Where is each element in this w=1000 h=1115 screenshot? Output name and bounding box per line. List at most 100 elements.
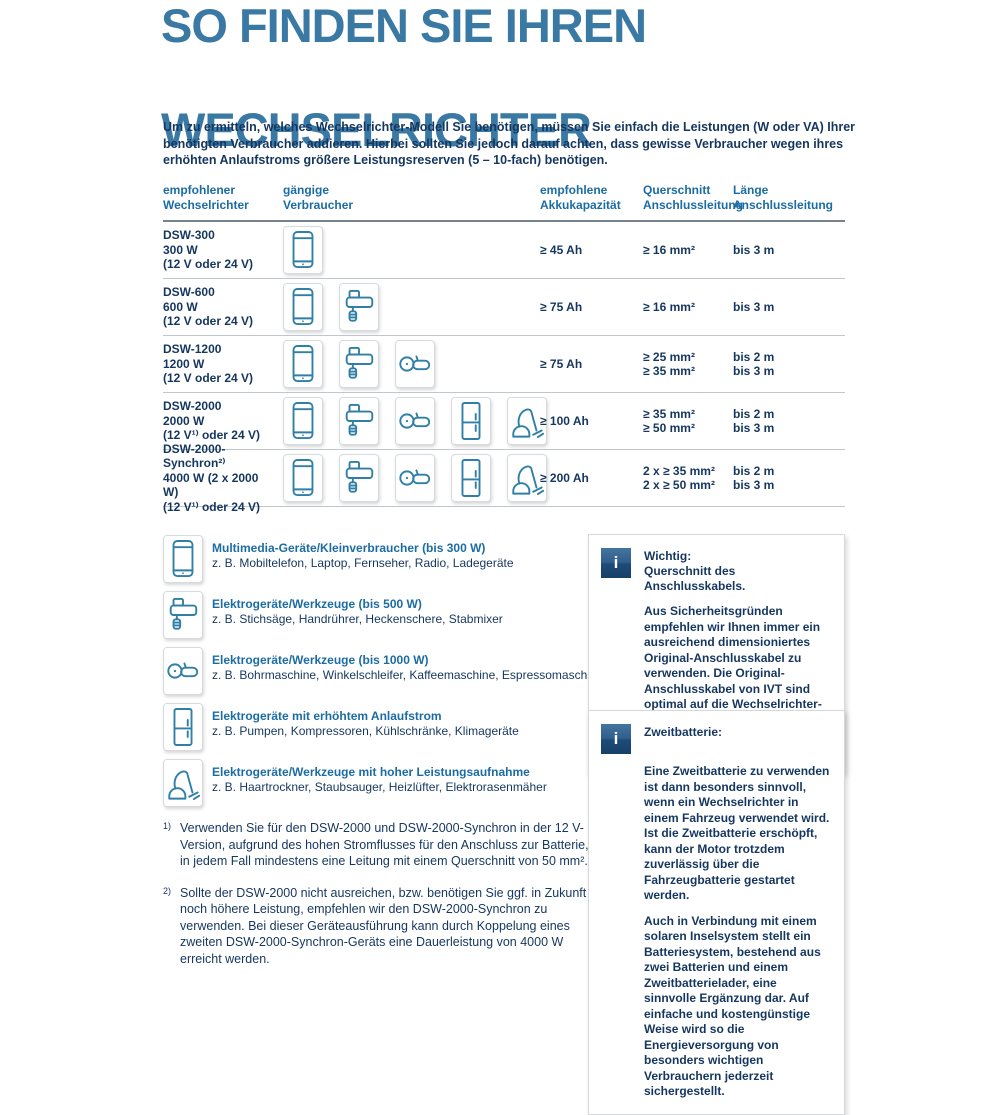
intro-paragraph: Um zu ermitteln, welches Wechselrichter-… — [163, 120, 856, 167]
legend-item: Elektrogeräte/Werkzeuge mit hoher Leistu… — [163, 759, 583, 807]
model-name: DSW-600 — [163, 285, 215, 300]
devices-cell — [283, 340, 540, 388]
info-box-paragraph: Eine Zweitbatterie zu verwenden ist dann… — [644, 764, 830, 902]
legend-title: Elektrogeräte/Werkzeuge mit hoher Leistu… — [212, 765, 530, 779]
cross-section-cell: ≥ 25 mm² ≥ 35 mm² — [643, 349, 695, 379]
legend-title: Elektrogeräte/Werkzeuge (bis 1000 W) — [212, 653, 429, 667]
model-cell: DSW-2000-Synchron²⁾ 4000 W (2 x 2000 W) … — [163, 442, 283, 515]
cross-section-cell: ≥ 16 mm² — [643, 299, 695, 314]
length-cell: bis 3 m — [733, 242, 775, 257]
legend-title: Elektrogeräte/Werkzeuge (bis 500 W) — [212, 597, 422, 611]
smartphone-icon — [283, 340, 323, 388]
info-box-title: Wichtig: Querschnitt des Anschlusskabels… — [644, 549, 746, 593]
vacuum-icon — [507, 454, 547, 502]
capacity-cell: ≥ 75 Ah — [540, 356, 583, 371]
devices-cell — [283, 454, 547, 502]
model-power: 1200 W — [163, 356, 205, 371]
model-name: DSW-1200 — [163, 342, 222, 357]
model-voltage: (12 V oder 24 V) — [163, 314, 254, 329]
legend-item: Elektrogeräte/Werkzeuge (bis 1000 W) z. … — [163, 647, 603, 695]
inverter-selection-table: empfohlener Wechselrichter gängige Verbr… — [163, 183, 845, 514]
model-name: DSW-2000-Synchron²⁾ — [163, 441, 226, 471]
info-icon — [601, 548, 631, 578]
devices-cell — [283, 283, 540, 331]
table-header-row: empfohlener Wechselrichter gängige Verbr… — [163, 183, 845, 222]
footnote-1: 1) Verwenden Sie für den DSW-2000 und DS… — [163, 820, 599, 870]
column-header-inverter: empfohlener Wechselrichter — [163, 183, 249, 212]
capacity-cell: ≥ 200 Ah — [540, 470, 589, 485]
device-legend: Multimedia-Geräte/Kleinverbraucher (bis … — [163, 535, 603, 815]
vacuum-icon — [507, 397, 547, 445]
footnotes: 1) Verwenden Sie für den DSW-2000 und DS… — [163, 820, 599, 982]
fridge-icon — [451, 397, 491, 445]
grinder-icon — [395, 454, 435, 502]
cross-section-cell: ≥ 16 mm² — [643, 242, 695, 257]
column-header-capacity: empfohlene Akkukapazität — [540, 183, 621, 212]
mixer-icon — [339, 340, 379, 388]
page-title: SO FINDEN SIE IHREN WECHSELRICHTER — [161, 0, 647, 156]
table-row: DSW-2000 2000 W (12 V¹⁾ oder 24 V) ≥ 100… — [163, 393, 845, 450]
footnote-text: Verwenden Sie für den DSW-2000 und DSW-2… — [180, 821, 589, 868]
legend-item: Multimedia-Geräte/Kleinverbraucher (bis … — [163, 535, 583, 583]
table-row: DSW-1200 1200 W (12 V oder 24 V) ≥ 75 Ah… — [163, 336, 845, 393]
column-header-cross-section: Querschnitt Anschlussleitung — [643, 183, 744, 212]
model-voltage: (12 V¹⁾ oder 24 V) — [163, 428, 260, 443]
page-title-line2: WECHSELRICHTER — [161, 103, 592, 156]
fridge-icon — [451, 454, 491, 502]
column-header-devices: gängige Verbraucher — [283, 183, 354, 212]
footnote-2: 2) Sollte der DSW-2000 nicht ausreichen,… — [163, 885, 599, 968]
fridge-icon — [163, 703, 203, 751]
smartphone-icon — [283, 454, 323, 502]
length-cell: bis 2 m bis 3 m — [733, 349, 775, 379]
mixer-icon — [339, 454, 379, 502]
legend-desc: z. B. Bohrmaschine, Winkelschleifer, Kaf… — [212, 668, 604, 682]
model-power: 4000 W (2 x 2000 W) — [163, 470, 259, 500]
model-cell: DSW-2000 2000 W (12 V¹⁾ oder 24 V) — [163, 399, 283, 443]
page-title-line1: SO FINDEN SIE IHREN — [161, 0, 647, 52]
model-voltage: (12 V oder 24 V) — [163, 257, 254, 272]
model-power: 300 W — [163, 242, 198, 257]
column-header-length: Länge Anschlussleitung — [733, 183, 834, 212]
mixer-icon — [339, 283, 379, 331]
capacity-cell: ≥ 75 Ah — [540, 299, 583, 314]
legend-desc: z. B. Stichsäge, Handrührer, Heckenscher… — [212, 612, 503, 626]
mixer-icon — [163, 591, 203, 639]
model-voltage: (12 V oder 24 V) — [163, 371, 254, 386]
info-icon — [601, 724, 631, 754]
model-cell: DSW-1200 1200 W (12 V oder 24 V) — [163, 342, 283, 386]
grinder-icon — [395, 397, 435, 445]
vacuum-icon — [163, 759, 203, 807]
smartphone-icon — [283, 397, 323, 445]
info-box-paragraph: Auch in Verbindung mit einem solaren Ins… — [644, 913, 821, 1099]
devices-cell — [283, 397, 547, 445]
length-cell: bis 2 m bis 3 m — [733, 463, 775, 493]
info-box-title: Zweitbatterie: — [644, 725, 723, 739]
model-power: 2000 W — [163, 413, 205, 428]
table-row: DSW-2000-Synchron²⁾ 4000 W (2 x 2000 W) … — [163, 442, 845, 514]
model-name: DSW-300 — [163, 228, 215, 243]
footnote-marker: 2) — [163, 885, 172, 896]
grinder-icon — [395, 340, 435, 388]
model-cell: DSW-600 600 W (12 V oder 24 V) — [163, 285, 283, 329]
capacity-cell: ≥ 45 Ah — [540, 242, 583, 257]
smartphone-icon — [283, 283, 323, 331]
info-box-zweitbatterie: Zweitbatterie: Eine Zweitbatterie zu ver… — [588, 710, 845, 1115]
table-row: DSW-300 300 W (12 V oder 24 V) ≥ 45 Ah ≥… — [163, 222, 845, 279]
length-cell: bis 2 m bis 3 m — [733, 406, 775, 436]
model-name: DSW-2000 — [163, 399, 222, 414]
cross-section-cell: 2 x ≥ 35 mm² 2 x ≥ 50 mm² — [643, 463, 715, 493]
legend-desc: z. B. Mobiltelefon, Laptop, Fernseher, R… — [212, 556, 514, 570]
footnote-marker: 1) — [163, 821, 172, 831]
legend-title: Elektrogeräte mit erhöhtem Anlaufstrom — [212, 709, 442, 723]
capacity-cell: ≥ 100 Ah — [540, 413, 589, 428]
smartphone-icon — [163, 535, 203, 583]
model-voltage: (12 V¹⁾ oder 24 V) — [163, 499, 260, 514]
legend-title: Multimedia-Geräte/Kleinverbraucher (bis … — [212, 541, 486, 555]
legend-desc: z. B. Haartrockner, Staubsauger, Heizlüf… — [212, 780, 547, 794]
legend-desc: z. B. Pumpen, Kompressoren, Kühlschränke… — [212, 724, 519, 738]
legend-item: Elektrogeräte mit erhöhtem Anlaufstrom z… — [163, 703, 583, 751]
smartphone-icon — [283, 226, 323, 274]
footnote-text: Sollte der DSW-2000 nicht ausreichen, bz… — [180, 885, 587, 966]
model-power: 600 W — [163, 299, 198, 314]
legend-item: Elektrogeräte/Werkzeuge (bis 500 W) z. B… — [163, 591, 583, 639]
